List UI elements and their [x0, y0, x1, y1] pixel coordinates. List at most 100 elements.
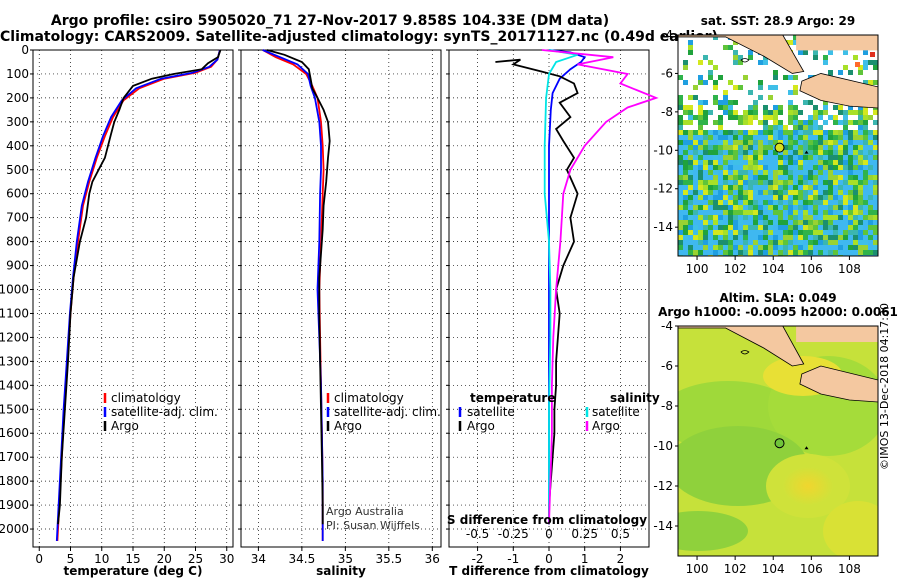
- land-borneo-edge: [796, 326, 878, 342]
- sst-pixel: [718, 210, 723, 215]
- island-outline: [740, 350, 750, 355]
- sst-pixel: [758, 200, 763, 205]
- sst-pixel: [833, 160, 838, 165]
- sst-pixel: [823, 215, 828, 220]
- sst-pixel: [723, 205, 728, 210]
- legend-label: satellite: [592, 405, 640, 419]
- sst-pixel: [853, 215, 858, 220]
- sst-pixel: [728, 160, 733, 165]
- sst-pixel: [813, 195, 818, 200]
- sst-pixel: [688, 220, 693, 225]
- sst-pixel: [698, 195, 703, 200]
- sst-pixel: [748, 130, 753, 135]
- sst-pixel: [758, 210, 763, 215]
- sst-pixel: [868, 80, 873, 85]
- sst-pixel: [708, 145, 713, 150]
- sst-pixel: [703, 55, 708, 60]
- sst-pixel: [768, 190, 773, 195]
- sst-pixel: [758, 195, 763, 200]
- sst-pixel: [713, 100, 718, 105]
- sst-pixel: [678, 205, 683, 210]
- sst-pixel: [778, 130, 783, 135]
- sst-pixel: [678, 210, 683, 215]
- sst-pixel: [693, 225, 698, 230]
- sst-pixel: [768, 215, 773, 220]
- sst-pixel: [778, 200, 783, 205]
- sst-pixel: [718, 180, 723, 185]
- y-tick-label: 1200: [0, 330, 29, 344]
- sst-pixel: [838, 200, 843, 205]
- sst-pixel: [708, 155, 713, 160]
- sst-pixel: [813, 245, 818, 250]
- sst-pixel: [713, 205, 718, 210]
- sst-pixel: [868, 230, 873, 235]
- sst-pixel: [768, 165, 773, 170]
- land-borneo-edge: [796, 35, 878, 51]
- sst-pixel: [858, 220, 863, 225]
- sst-pixel: [778, 205, 783, 210]
- sst-pixel: [793, 75, 798, 80]
- sst-pixel: [733, 250, 738, 255]
- sst-pixel: [678, 165, 683, 170]
- sst-pixel: [858, 115, 863, 120]
- sst-pixel: [833, 225, 838, 230]
- sst-pixel: [728, 80, 733, 85]
- sst-pixel: [863, 130, 868, 135]
- sst-pixel: [768, 230, 773, 235]
- sst-pixel: [743, 165, 748, 170]
- sst-pixel: [698, 80, 703, 85]
- sst-pixel: [853, 205, 858, 210]
- sst-pixel: [768, 140, 773, 145]
- sst-pixel: [708, 175, 713, 180]
- sst-pixel: [853, 225, 858, 230]
- sst-pixel: [693, 190, 698, 195]
- sst-pixel: [758, 250, 763, 255]
- sst-pixel: [753, 235, 758, 240]
- sst-pixel: [763, 105, 768, 110]
- sst-pixel: [743, 250, 748, 255]
- sst-pixel: [743, 245, 748, 250]
- sst-pixel: [828, 165, 833, 170]
- sst-pixel: [863, 60, 868, 65]
- sst-pixel: [863, 250, 868, 255]
- sst-pixel: [803, 185, 808, 190]
- sst-pixel: [693, 195, 698, 200]
- sst-pixel: [873, 135, 878, 140]
- sst-pixel: [848, 195, 853, 200]
- sst-pixel: [698, 170, 703, 175]
- x-tick-label: 10: [94, 552, 109, 566]
- sst-pixel: [823, 105, 828, 110]
- map-frame: [677, 34, 879, 257]
- sst-pixel: [763, 215, 768, 220]
- x-axis-label: T difference from climatology: [449, 564, 649, 578]
- map-y-tick-label: -4: [661, 28, 673, 42]
- sst-pixel: [773, 230, 778, 235]
- sst-pixel: [813, 185, 818, 190]
- sst-pixel: [833, 120, 838, 125]
- sst-pixel: [738, 155, 743, 160]
- sst-pixel: [828, 115, 833, 120]
- series-line-salinity-satellite: [543, 49, 578, 525]
- sst-pixel: [748, 170, 753, 175]
- sst-pixel: [758, 170, 763, 175]
- sst-pixel: [848, 155, 853, 160]
- sst-pixel: [868, 140, 873, 145]
- sst-pixel: [793, 180, 798, 185]
- sst-pixel: [803, 125, 808, 130]
- sst-pixel: [843, 235, 848, 240]
- sst-pixel: [763, 170, 768, 175]
- sst-pixel: [768, 195, 773, 200]
- sst-pixel: [728, 175, 733, 180]
- sst-pixel: [843, 240, 848, 245]
- sst-pixel: [718, 220, 723, 225]
- sst-pixel: [703, 130, 708, 135]
- sst-pixel: [688, 245, 693, 250]
- sst-pixel: [773, 180, 778, 185]
- sst-pixel: [678, 95, 683, 100]
- sst-pixel: [738, 210, 743, 215]
- sst-pixel: [683, 190, 688, 195]
- sst-pixel: [718, 155, 723, 160]
- sst-pixel: [818, 195, 823, 200]
- sst-pixel: [708, 150, 713, 155]
- sst-pixel: [743, 135, 748, 140]
